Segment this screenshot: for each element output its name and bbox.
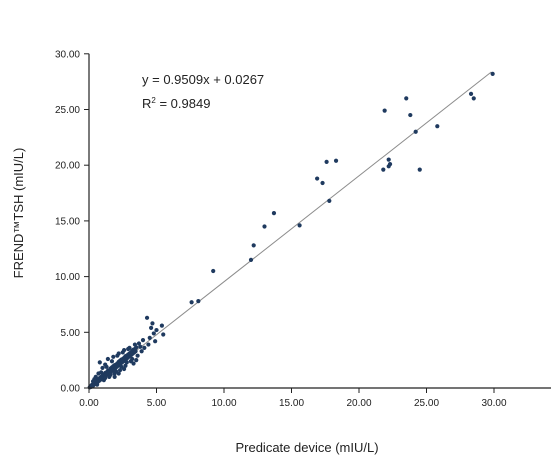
data-point — [153, 339, 158, 344]
x-tick-label: 25.00 — [414, 398, 439, 409]
data-point — [413, 129, 418, 134]
x-tick-label: 15.00 — [279, 398, 304, 409]
data-point — [100, 365, 105, 371]
data-point — [159, 323, 164, 328]
data-point — [134, 358, 139, 363]
y-ticks: 0.00 5.00 10.00 15.00 20.00 25.00 30.00 — [55, 49, 89, 395]
data-point — [95, 382, 100, 387]
data-point — [105, 356, 110, 362]
x-tick-label: 30.00 — [481, 398, 506, 409]
data-point — [262, 224, 267, 229]
y-tick-label: 25.00 — [55, 105, 80, 116]
data-point — [386, 157, 391, 162]
data-point — [154, 327, 159, 333]
data-point — [196, 299, 201, 304]
data-point — [133, 349, 138, 354]
data-point — [315, 176, 320, 181]
data-point — [151, 331, 156, 336]
data-point — [117, 368, 123, 373]
data-point — [140, 337, 146, 343]
data-point — [382, 108, 387, 113]
data-point — [108, 372, 113, 377]
data-point — [248, 257, 254, 262]
data-point — [139, 349, 144, 354]
regression-line — [88, 71, 492, 389]
data-point — [131, 361, 136, 366]
x-tick-label: 5.00 — [147, 398, 167, 409]
data-point — [116, 371, 121, 376]
data-point — [138, 344, 143, 349]
data-point — [435, 124, 440, 129]
data-point — [127, 345, 132, 350]
r2-superscript: 2 — [151, 96, 156, 105]
x-tick-label: 0.00 — [79, 398, 99, 409]
data-point — [92, 376, 97, 382]
data-point — [149, 325, 154, 330]
data-point — [320, 180, 325, 186]
data-point — [324, 159, 329, 164]
regression-equation: y = 0.9509x + 0.0267 — [142, 72, 264, 87]
data-point — [123, 363, 128, 368]
data-point — [103, 375, 108, 381]
data-point — [211, 268, 216, 274]
x-tick-label: 20.00 — [346, 398, 371, 409]
data-point — [122, 348, 127, 353]
data-point — [387, 161, 393, 167]
data-point — [189, 300, 194, 305]
x-tick-label: 10.00 — [211, 398, 236, 409]
data-point — [327, 198, 332, 203]
data-point — [122, 366, 127, 372]
data-point — [408, 112, 413, 118]
data-point — [251, 243, 256, 248]
data-point — [381, 167, 386, 172]
data-point — [147, 335, 152, 340]
y-tick-label: 5.00 — [61, 328, 81, 339]
data-point — [490, 71, 495, 76]
data-point — [333, 158, 339, 163]
r2-prefix: R — [142, 96, 151, 111]
r2-value: = 0.9849 — [156, 96, 211, 111]
data-point — [109, 359, 115, 364]
data-point — [417, 167, 422, 172]
data-point — [130, 356, 135, 362]
data-point — [112, 374, 117, 379]
data-point — [124, 360, 129, 365]
y-tick-label: 10.00 — [55, 272, 80, 283]
data-points — [87, 71, 495, 390]
data-point — [271, 211, 277, 216]
data-point — [135, 353, 140, 358]
x-ticks: 0.00 5.00 10.00 15.00 20.00 25.00 30.00 — [79, 388, 507, 409]
data-point — [471, 96, 476, 101]
data-point — [161, 332, 166, 337]
data-point — [103, 362, 108, 367]
data-point — [97, 360, 102, 365]
data-point — [116, 351, 121, 356]
data-point — [297, 223, 302, 228]
y-axis-label: FREND™TSH (mIU/L) — [11, 148, 26, 279]
data-point — [404, 96, 409, 101]
data-point — [111, 354, 116, 359]
regression-layer — [88, 71, 492, 389]
data-point — [144, 315, 150, 320]
data-point — [136, 341, 142, 346]
y-tick-label: 15.00 — [55, 216, 80, 227]
data-point — [132, 342, 137, 347]
y-tick-label: 30.00 — [55, 49, 80, 60]
data-point — [142, 345, 147, 350]
y-tick-label: 0.00 — [61, 384, 81, 395]
data-point — [150, 321, 155, 326]
data-point — [96, 371, 101, 376]
x-axis-label: Predicate device (mIU/L) — [235, 440, 378, 455]
data-point — [468, 91, 474, 97]
r-squared-label: R2 = 0.9849 — [142, 96, 210, 111]
data-point — [146, 342, 151, 347]
y-tick-label: 20.00 — [55, 161, 80, 172]
